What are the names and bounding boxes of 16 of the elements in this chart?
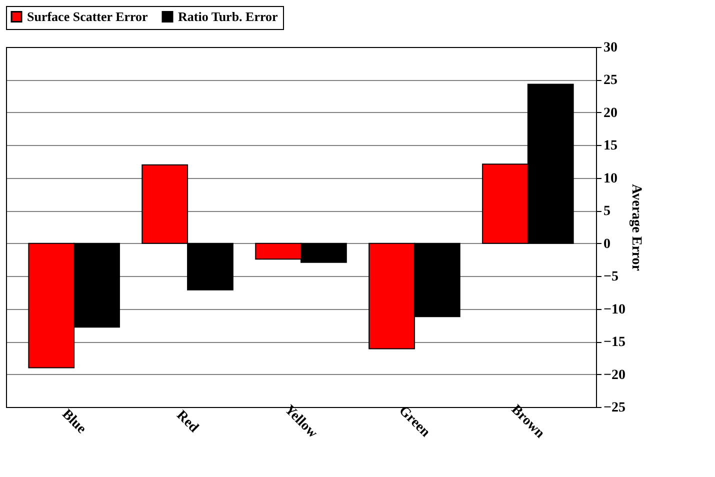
y-tick-label: −5 — [604, 270, 618, 285]
legend-label: Surface Scatter Error — [27, 8, 148, 24]
x-tick-label: Red — [173, 408, 202, 436]
y-tick-label: 0 — [604, 236, 610, 252]
y-tick-label: −25 — [604, 400, 626, 416]
y-tick-label: −20 — [604, 368, 626, 383]
y-tick-label: −10 — [604, 302, 626, 318]
legend-label: Ratio Turb. Error — [178, 8, 278, 24]
y-tick-label: 25 — [604, 73, 618, 88]
y-tick-label: 10 — [604, 171, 618, 186]
y-tick-label: 5 — [604, 204, 610, 220]
y-tick-label: 20 — [604, 106, 618, 121]
y-tick-label: 30 — [604, 40, 618, 56]
y-tick-label: −15 — [604, 335, 626, 350]
y-tick-label: 15 — [604, 138, 618, 154]
y-axis-title: Average Error — [628, 184, 644, 271]
